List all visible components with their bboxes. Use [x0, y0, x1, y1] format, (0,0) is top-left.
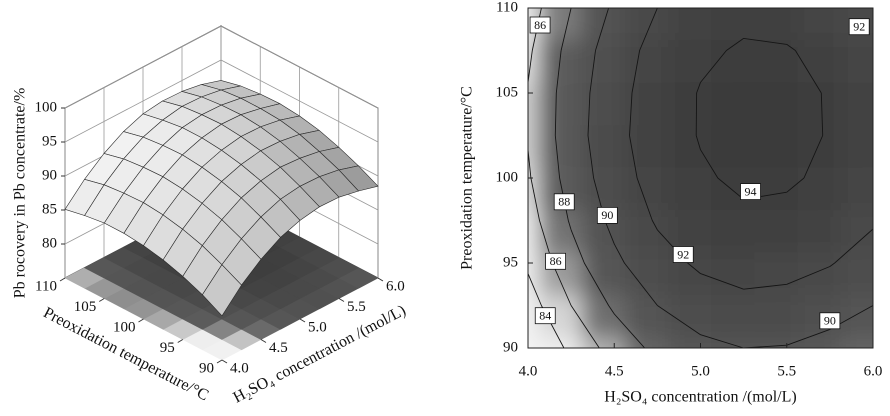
y-tick-label: 100 — [113, 319, 136, 335]
x-tick-label: 5.0 — [308, 319, 327, 335]
contour-label-box — [553, 193, 575, 211]
z-tick-label: 80 — [42, 235, 57, 251]
y-tick-label: 110 — [496, 0, 518, 15]
y-tick-label: 100 — [496, 169, 519, 185]
contour-line — [695, 37, 824, 200]
x-tick — [377, 277, 384, 282]
contour-label-box — [848, 18, 870, 36]
y-tick — [177, 339, 184, 343]
contour-label: 84 — [539, 308, 551, 322]
z-tick-label: 95 — [42, 133, 57, 149]
y-tick — [98, 298, 105, 302]
y-tick-label: 90 — [199, 360, 214, 376]
shading — [528, 8, 873, 348]
x-tick-label: 4.0 — [519, 363, 538, 379]
contour-label: 90 — [824, 314, 836, 328]
x-tick-label: 5.5 — [347, 299, 366, 315]
x-tick-label: 4.5 — [605, 363, 624, 379]
contour-line — [629, 8, 873, 290]
z-tick-label: 100 — [35, 99, 58, 115]
y-tick-label: 95 — [160, 340, 175, 356]
z-tick-label: 90 — [42, 167, 57, 183]
surface-plot: 80 85 90 95 100 90 95 100 105 110 4.0 4.5 5.0 5.5 6.0 P… — [12, 25, 409, 407]
x-tick — [338, 298, 345, 302]
y-tick — [138, 318, 144, 323]
contour-label: 92 — [853, 19, 865, 33]
y-tick-label: 110 — [35, 278, 57, 294]
contour-label: 94 — [745, 184, 757, 198]
x-axis-label: H₂SO₄ concentration /(mol/L) — [604, 389, 796, 406]
contour-label: 86 — [534, 18, 546, 32]
contour-label-box — [672, 246, 694, 263]
x-tick-label: 5.0 — [691, 363, 710, 379]
y-tick — [216, 359, 223, 364]
contour-label: 88 — [558, 195, 570, 209]
x-tick — [221, 359, 228, 364]
x-tick-label: 5.5 — [777, 363, 796, 379]
contour-label-box — [740, 183, 761, 201]
y-axis-label: Preoxidation temperature/°C — [459, 86, 476, 270]
x-tick — [260, 339, 267, 343]
x-tick — [299, 318, 306, 323]
surface-patch — [202, 264, 242, 317]
contour-label-box — [534, 307, 556, 325]
contour-line — [587, 8, 873, 348]
x-tick-label: 4.5 — [269, 340, 288, 356]
y-tick-label: 105 — [74, 299, 97, 315]
y-tick-label: 105 — [496, 84, 519, 100]
y-tick-label: 90 — [503, 339, 518, 355]
contour-field — [528, 8, 873, 348]
y-tick-label: 95 — [503, 254, 518, 270]
contour-label-box — [819, 312, 841, 330]
contour-label-box — [545, 252, 566, 270]
contour-label: 86 — [550, 254, 562, 268]
x-tick-label: 4.0 — [230, 360, 249, 376]
z-tick-label: 85 — [42, 201, 57, 217]
contour-label-box — [596, 206, 618, 224]
y-tick — [59, 277, 66, 282]
x-tick-label: 6.0 — [386, 278, 405, 294]
contour-label: 92 — [677, 247, 689, 261]
z-axis-label: Pb rocovery in Pb concentrate/% — [12, 88, 29, 299]
contour-line — [528, 8, 600, 348]
contour-label: 90 — [601, 208, 613, 222]
x-tick-label: 6.0 — [864, 363, 883, 379]
contour-label-box — [529, 16, 551, 34]
